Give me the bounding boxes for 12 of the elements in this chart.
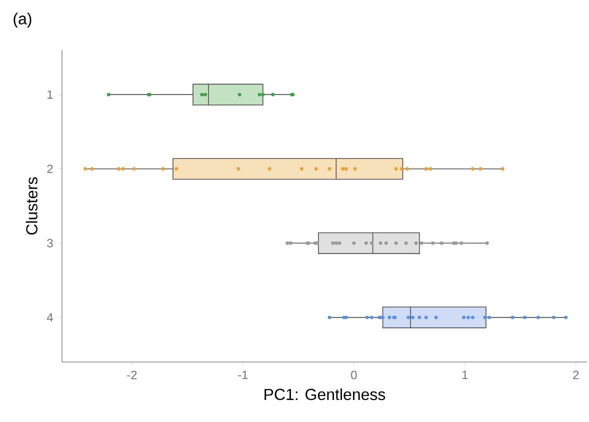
y-tick-label: 2: [47, 164, 53, 174]
x-axis-title: PC1: Gentleness: [264, 388, 386, 400]
chart-title: (a): [14, 12, 32, 28]
y-axis-title: Clusters: [26, 177, 38, 235]
x-tick-label: -2: [127, 370, 137, 380]
x-tick-label: 2: [573, 370, 579, 380]
x-tick-label: -1: [238, 370, 248, 379]
x-tick-label: 1: [462, 370, 468, 379]
y-tick-label: 3: [47, 238, 53, 248]
y-tick-label: 4: [46, 313, 53, 322]
y-tick-label: 1: [48, 90, 53, 99]
x-tick-label: 0: [351, 370, 357, 380]
